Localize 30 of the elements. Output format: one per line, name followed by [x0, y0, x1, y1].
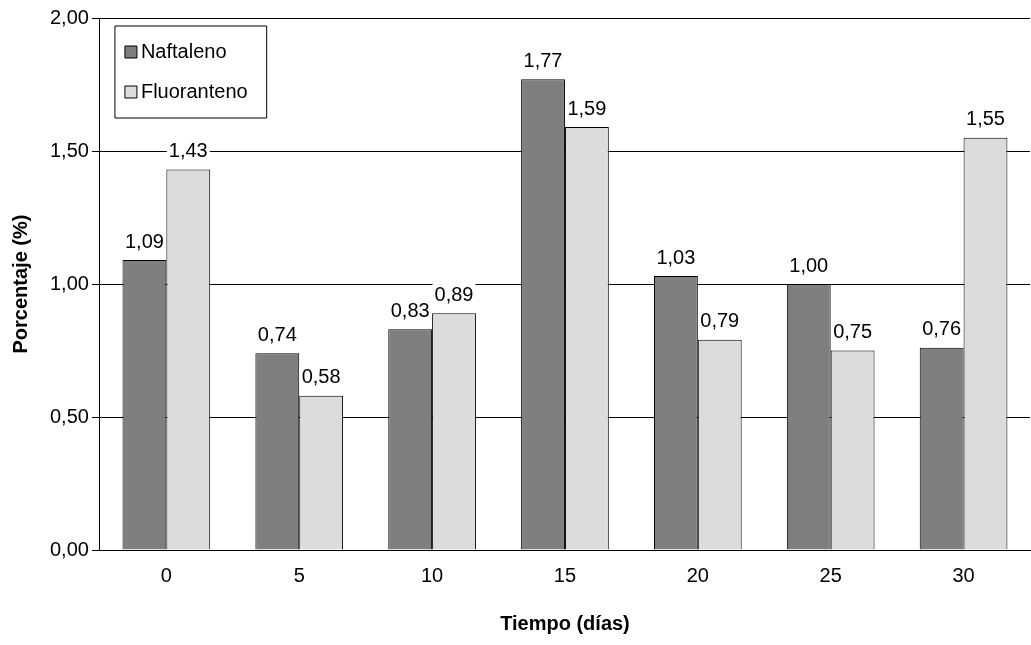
x-tick-label: 25 — [819, 563, 842, 586]
y-tick-label: 0,50 — [49, 404, 89, 427]
data-label: 1,59 — [567, 96, 607, 119]
data-label: 1,00 — [789, 253, 829, 276]
data-label: 1,55 — [966, 107, 1005, 130]
legend-label: Fluoranteno — [140, 79, 248, 102]
data-label: 0,76 — [922, 317, 962, 340]
data-label: 1,43 — [168, 139, 208, 162]
data-label: 0,83 — [390, 298, 430, 321]
y-tick-label: 0,00 — [49, 537, 89, 560]
x-tick-label: 0 — [160, 563, 172, 586]
legend-label: Naftaleno — [140, 39, 227, 62]
data-label: 0,74 — [257, 322, 297, 345]
data-label: 0,89 — [434, 282, 474, 305]
x-axis-title: Tiempo (días) — [500, 611, 630, 634]
y-axis-title: Porcentaje (%) — [8, 214, 31, 354]
x-tick-label: 20 — [686, 563, 709, 586]
x-tick-label: 10 — [420, 563, 444, 586]
x-tick-label: 15 — [553, 563, 577, 586]
y-tick-label: 2,00 — [49, 5, 89, 28]
x-tick-label: 30 — [952, 563, 975, 586]
data-label: 0,58 — [301, 365, 341, 388]
y-tick-label: 1,50 — [49, 138, 89, 161]
y-tick-label: 1,00 — [49, 271, 89, 294]
x-tick-label: 5 — [293, 563, 305, 586]
data-label: 1,77 — [523, 48, 563, 71]
data-label: 0,75 — [833, 320, 873, 343]
data-label: 1,03 — [656, 245, 696, 268]
data-label: 1,09 — [124, 229, 164, 252]
data-label: 0,79 — [700, 309, 740, 332]
